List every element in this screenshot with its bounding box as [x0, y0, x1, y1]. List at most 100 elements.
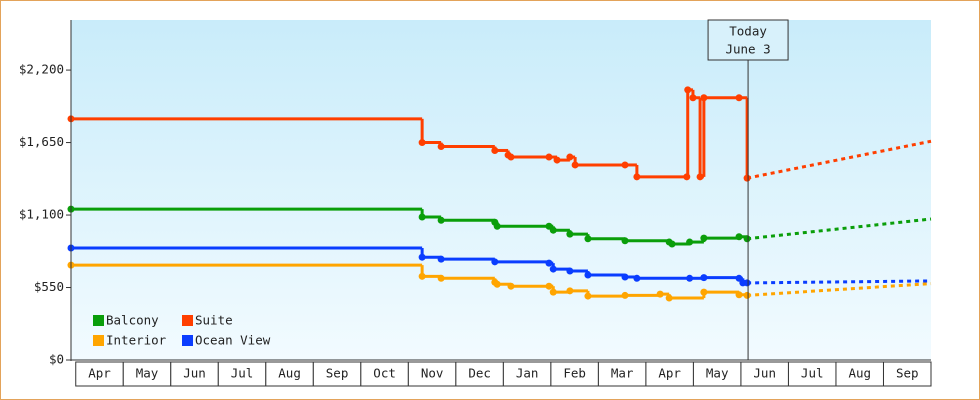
x-tick-cell	[645, 361, 694, 387]
legend-label: Balcony	[106, 313, 159, 328]
y-tick-label: $550	[34, 279, 64, 294]
x-tick-label: Feb	[563, 366, 586, 381]
x-tick-label: Jun	[753, 366, 776, 381]
point	[689, 94, 697, 102]
point	[418, 139, 426, 147]
projection-line	[747, 279, 932, 285]
x-tick-label: May	[706, 366, 729, 381]
x-tick-cell	[75, 361, 124, 387]
x-tick-label: Dec	[468, 366, 491, 381]
today-box	[707, 19, 789, 61]
point	[545, 259, 553, 267]
point	[566, 287, 574, 295]
point	[549, 265, 557, 273]
point	[549, 288, 557, 296]
x-tick-label: Apr	[88, 366, 111, 381]
point	[493, 222, 501, 230]
legend-swatch	[182, 315, 193, 326]
point	[621, 237, 629, 245]
x-tick-cell	[502, 361, 552, 387]
point	[493, 280, 501, 288]
point	[418, 272, 426, 280]
point	[696, 173, 704, 181]
x-tick-cell	[740, 361, 789, 387]
point	[545, 153, 553, 161]
x-tick-cell	[265, 361, 314, 387]
point	[584, 292, 592, 300]
series	[67, 205, 932, 248]
today-label: June 3	[725, 42, 770, 57]
point	[621, 161, 629, 169]
x-tick-cell	[882, 361, 932, 387]
point	[633, 274, 641, 282]
x-tick-label: Jul	[231, 366, 254, 381]
point	[491, 258, 499, 266]
point	[684, 86, 692, 94]
legend: Balcony Suite Interior Ocean View	[93, 313, 271, 348]
point	[700, 94, 708, 102]
point	[735, 274, 743, 282]
point	[743, 235, 751, 243]
point	[507, 282, 515, 290]
y-tick-label: $0	[49, 352, 64, 367]
point	[735, 291, 743, 299]
point	[566, 267, 574, 275]
x-tick-cell	[217, 361, 267, 387]
point	[437, 143, 445, 151]
projection-line	[746, 217, 932, 241]
point	[491, 146, 499, 154]
point	[553, 156, 561, 164]
x-tick-cell	[122, 361, 172, 387]
series	[67, 86, 932, 182]
point	[683, 173, 691, 181]
x-tick-label: Jul	[801, 366, 824, 381]
x-tick-label: Apr	[658, 366, 681, 381]
x-tick-label: May	[136, 366, 159, 381]
point	[633, 173, 641, 181]
legend-swatch	[93, 335, 104, 346]
point	[743, 174, 751, 182]
legend-label: Ocean View	[195, 333, 271, 348]
point	[686, 238, 694, 246]
x-tick-label: Aug	[848, 366, 871, 381]
point	[549, 226, 557, 234]
x-tick-cell	[455, 361, 504, 387]
tick-layer: $0 $550 $1,100 $1,650 $2,200 Apr May Jun Jul Aug S…	[19, 62, 932, 387]
x-tick-cell	[312, 361, 362, 387]
x-tick-label: Sep	[326, 366, 349, 381]
x-tick-label: Oct	[373, 366, 396, 381]
point	[437, 216, 445, 224]
point	[621, 273, 629, 281]
series	[67, 261, 932, 302]
x-tick-cell	[787, 361, 837, 387]
point	[621, 291, 629, 299]
point	[700, 234, 708, 242]
x-tick-cell	[692, 361, 742, 387]
point	[437, 255, 445, 263]
point	[566, 230, 574, 238]
legend-label: Suite	[195, 313, 233, 328]
legend-swatch	[93, 315, 104, 326]
point	[668, 240, 676, 248]
point	[584, 235, 592, 243]
x-tick-cell	[170, 361, 219, 387]
point	[656, 290, 664, 298]
projection-line	[747, 282, 932, 297]
legend-label: Interior	[106, 333, 167, 348]
y-tick-label: $2,200	[19, 62, 64, 77]
plot-area	[71, 20, 931, 360]
series	[67, 244, 932, 287]
point	[545, 282, 553, 290]
point	[700, 274, 708, 282]
point	[566, 153, 574, 161]
point	[735, 233, 743, 241]
x-tick-label: Aug	[278, 366, 301, 381]
x-tick-label: Mar	[611, 366, 634, 381]
point	[700, 288, 708, 296]
point	[507, 153, 515, 161]
x-tick-label: Jun	[183, 366, 206, 381]
point	[743, 279, 751, 287]
point	[584, 271, 592, 279]
point	[665, 294, 673, 302]
